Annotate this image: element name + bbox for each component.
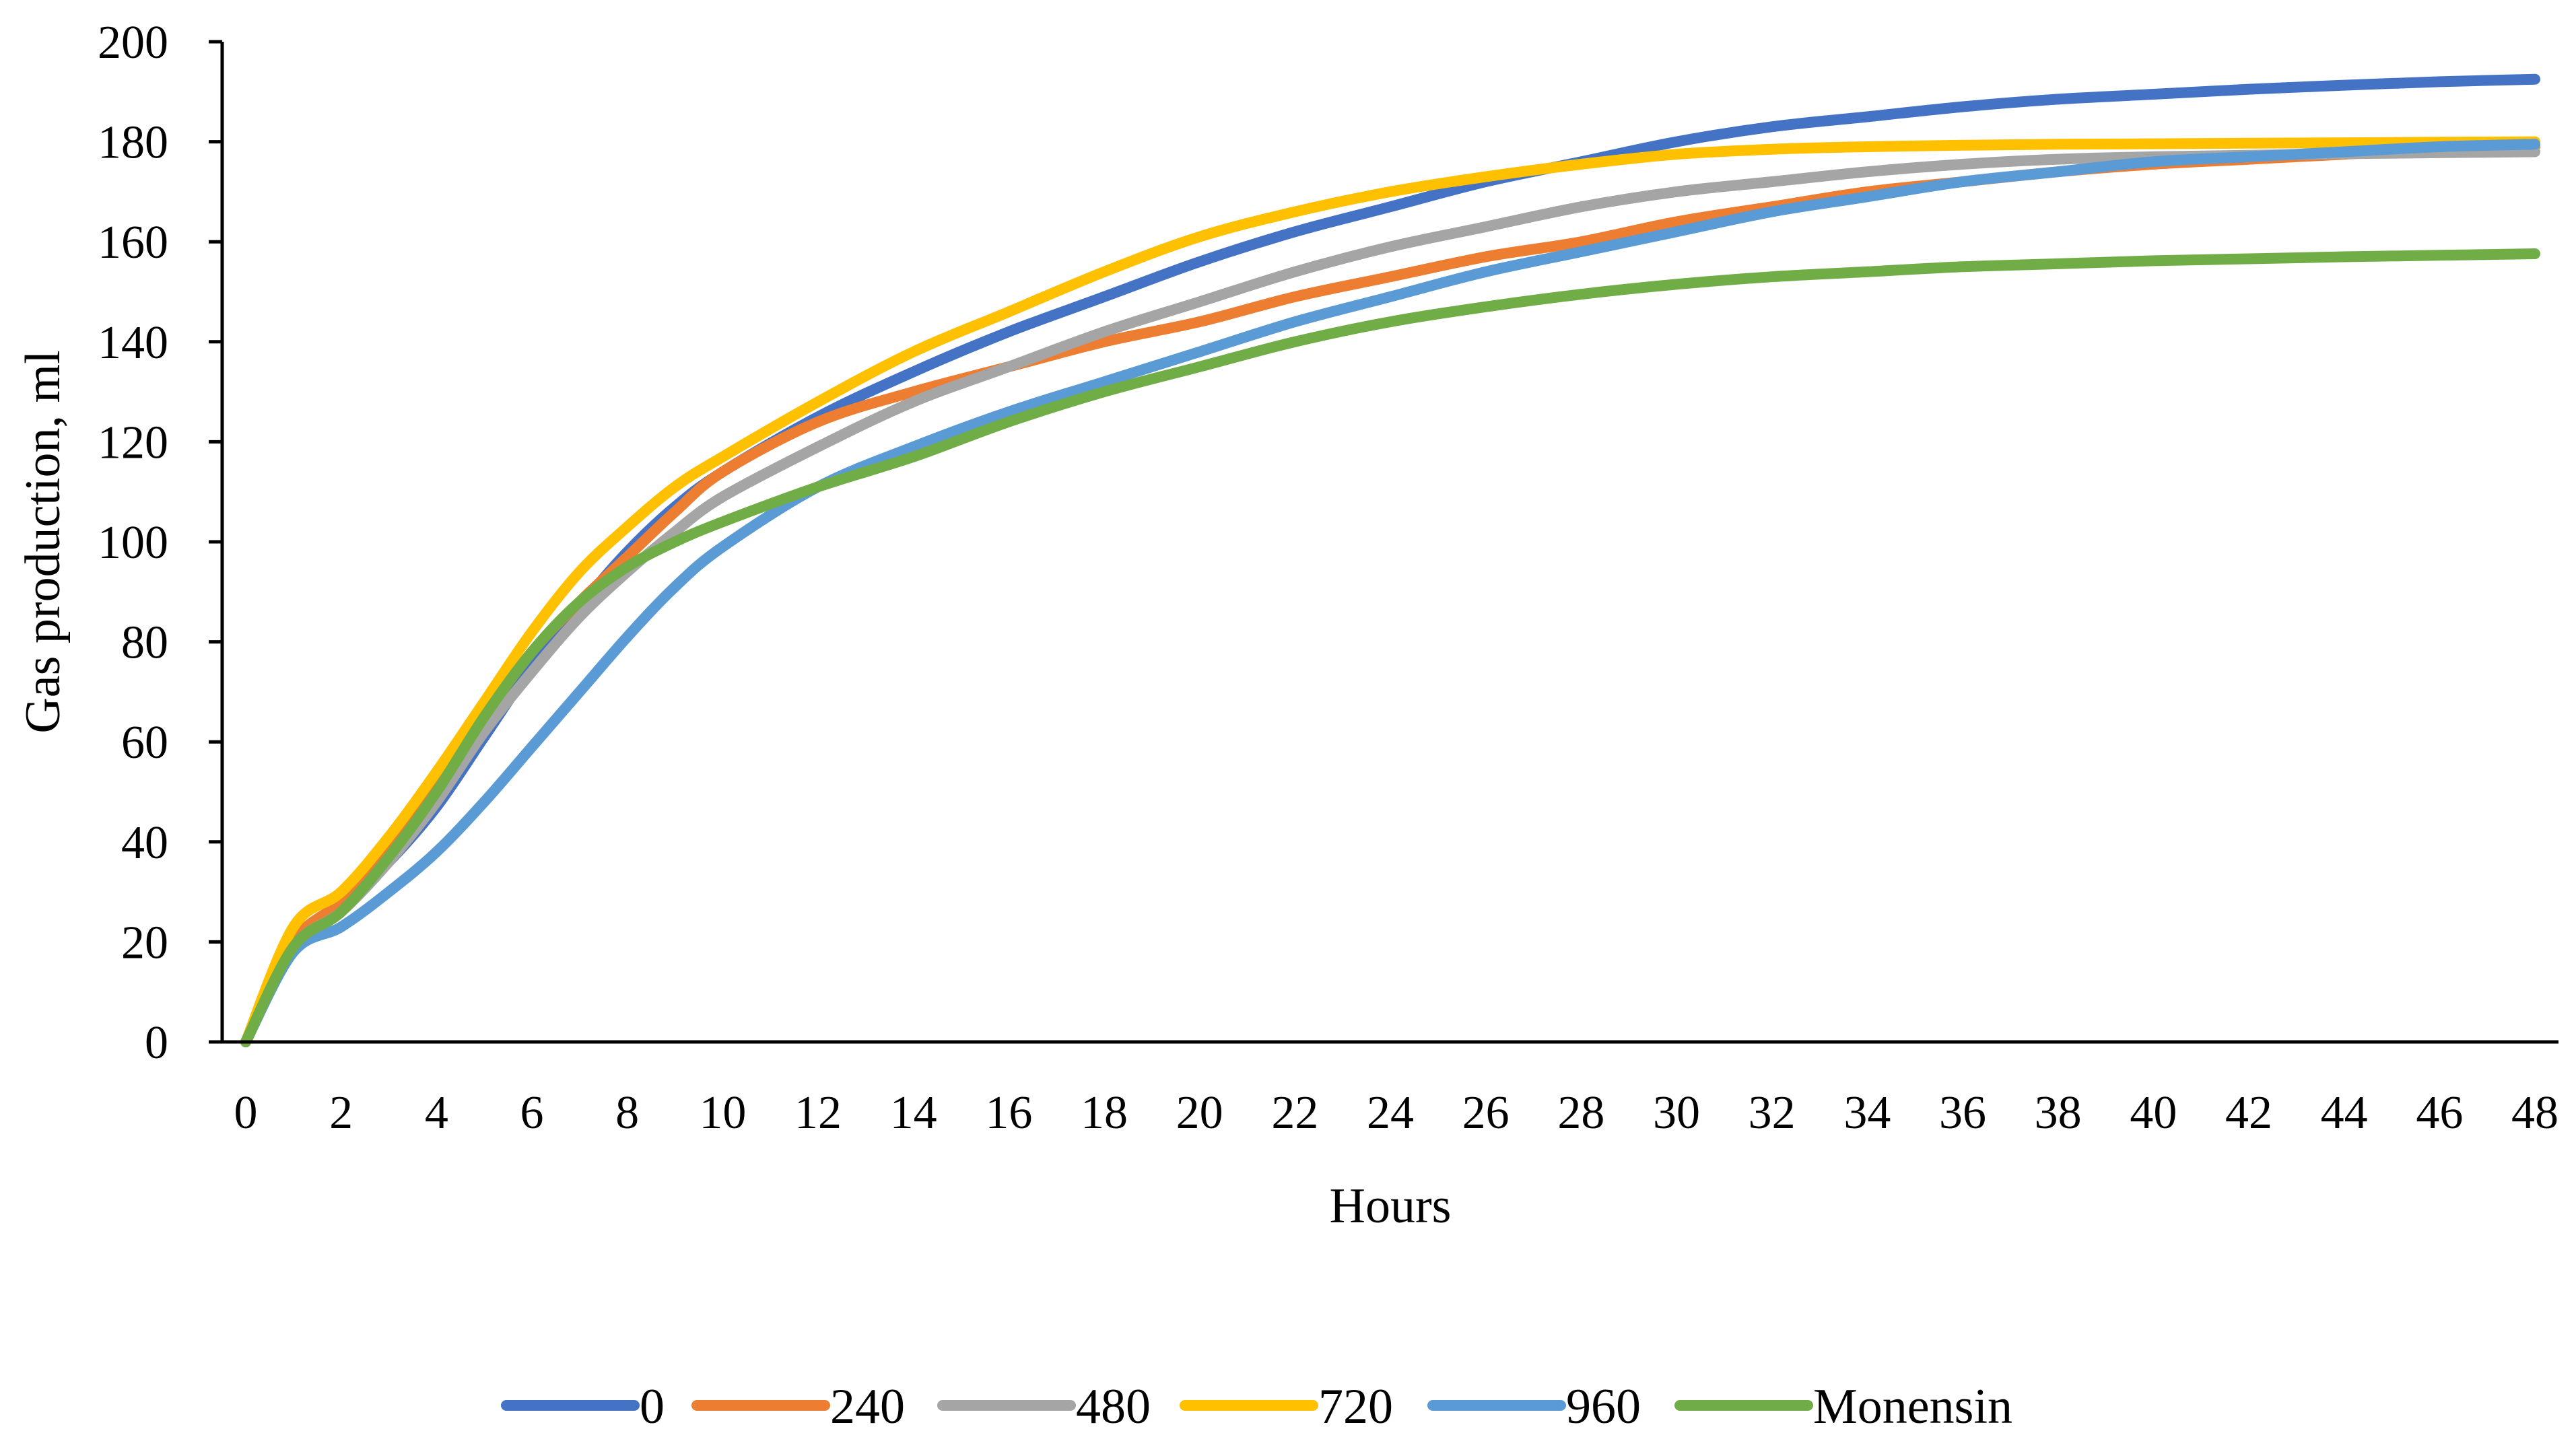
- y-tick-label: 80: [121, 617, 168, 669]
- x-axis-ticks: 0 2 4 6 8 10 12 14 16 18 20 22 24 26 28 30 32 34 36 38 40 42 4…: [234, 1087, 2559, 1139]
- y-tick-label: 180: [98, 117, 168, 169]
- y-tick-label: 120: [98, 417, 168, 468]
- x-tick-label: 42: [2225, 1087, 2272, 1139]
- y-tick-label: 60: [121, 717, 168, 769]
- x-tick-label: 24: [1367, 1087, 1414, 1139]
- x-tick-label: 26: [1462, 1087, 1510, 1139]
- series-layer: [240, 73, 2540, 1047]
- x-tick-label: 48: [2511, 1087, 2558, 1139]
- y-tick-label: 140: [98, 317, 168, 369]
- series-line-720: [240, 136, 2540, 1047]
- x-tick-label: 34: [1843, 1087, 1891, 1139]
- x-tick-label: 22: [1271, 1087, 1318, 1139]
- x-tick-label: 28: [1557, 1087, 1604, 1139]
- legend: 0 240 480 720 960 Monensin: [501, 1379, 2012, 1434]
- x-tick-label: 18: [1081, 1087, 1128, 1139]
- legend-label-720: 720: [1318, 1379, 1393, 1434]
- legend-label-240: 240: [830, 1379, 905, 1434]
- y-tick-label: 40: [121, 817, 168, 869]
- x-tick-label: 32: [1749, 1087, 1796, 1139]
- legend-label-960: 960: [1566, 1379, 1641, 1434]
- x-tick-label: 38: [2035, 1087, 2082, 1139]
- x-tick-label: 6: [520, 1087, 544, 1139]
- y-tick-label: 20: [121, 917, 168, 969]
- x-tick-label: 40: [2130, 1087, 2177, 1139]
- x-tick-label: 44: [2321, 1087, 2368, 1139]
- x-tick-label: 12: [794, 1087, 842, 1139]
- legend-label-0: 0: [640, 1379, 665, 1434]
- x-tick-label: 10: [699, 1087, 746, 1139]
- series-line-960: [240, 139, 2540, 1047]
- y-axis-title: Gas production, ml: [15, 350, 71, 733]
- y-tick-label: 200: [98, 17, 168, 69]
- x-tick-label: 16: [985, 1087, 1032, 1139]
- x-axis-title: Hours: [1330, 1179, 1452, 1234]
- x-tick-label: 2: [329, 1087, 353, 1139]
- y-tick-label: 160: [98, 217, 168, 269]
- x-tick-label: 4: [425, 1087, 448, 1139]
- legend-label-monensin: Monensin: [1813, 1379, 2012, 1434]
- x-tick-label: 30: [1653, 1087, 1700, 1139]
- x-tick-label: 20: [1176, 1087, 1223, 1139]
- y-axis-ticks: 0 20 40 60 80 100 120 140 160 180 200: [98, 17, 222, 1069]
- x-tick-label: 0: [234, 1087, 258, 1139]
- y-tick-label: 0: [145, 1017, 168, 1069]
- x-tick-label: 46: [2416, 1087, 2463, 1139]
- x-tick-label: 36: [1939, 1087, 1986, 1139]
- series-line-monensin: [240, 248, 2540, 1047]
- y-tick-label: 100: [98, 517, 168, 569]
- x-tick-label: 8: [615, 1087, 639, 1139]
- series-line-480: [240, 146, 2540, 1047]
- x-tick-label: 14: [890, 1087, 937, 1139]
- legend-label-480: 480: [1076, 1379, 1151, 1434]
